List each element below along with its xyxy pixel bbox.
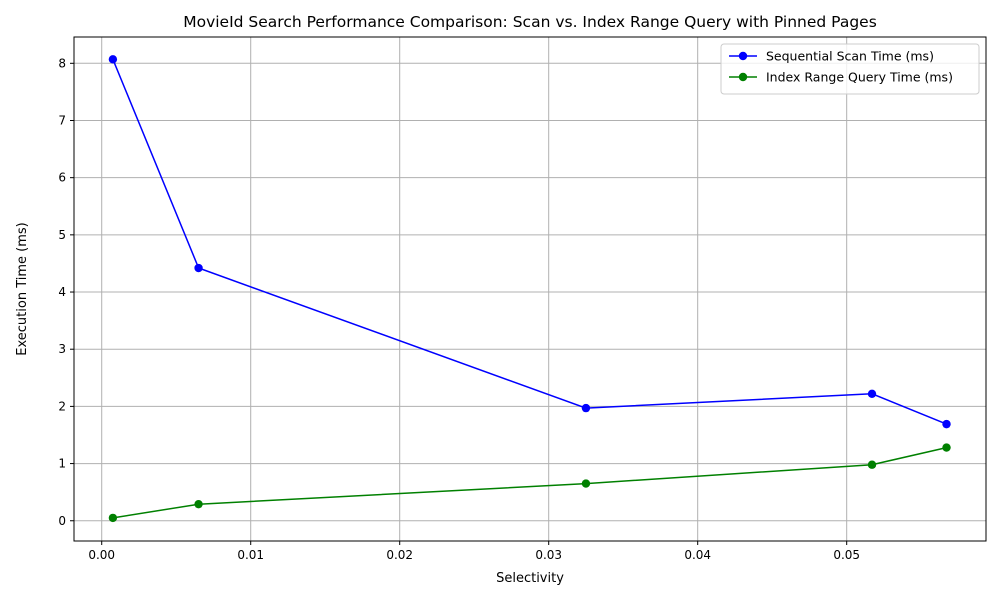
x-tick-label: 0.01 xyxy=(237,548,264,562)
series-2 xyxy=(108,443,951,523)
data-point xyxy=(108,55,118,64)
x-tick-label: 0.05 xyxy=(833,548,860,562)
x-tick-label: 0.02 xyxy=(386,548,413,562)
y-axis-label: Execution Time (ms) xyxy=(15,222,30,355)
legend-item: Sequential Scan Time (ms) xyxy=(729,49,934,64)
series-layer xyxy=(108,55,951,523)
data-point xyxy=(867,460,877,469)
legend: Sequential Scan Time (ms) Index Range Que… xyxy=(720,43,980,95)
y-tick-label: 2 xyxy=(58,399,66,413)
data-point xyxy=(108,513,118,523)
legend-label: Sequential Scan Time (ms) xyxy=(766,49,934,64)
y-tick-label: 1 xyxy=(58,457,66,471)
legend-box xyxy=(720,43,980,95)
grid xyxy=(74,37,986,541)
data-point xyxy=(581,479,591,488)
x-tick-label: 0.04 xyxy=(684,548,711,562)
legend-swatch-marker xyxy=(738,51,748,61)
y-tick-label: 0 xyxy=(58,514,66,528)
y-tick-label: 4 xyxy=(58,285,66,299)
x-tick-label: 0.03 xyxy=(535,548,562,562)
data-point xyxy=(581,403,591,413)
chart-title: MovieId Search Performance Comparison: S… xyxy=(183,13,877,31)
y-tick-label: 5 xyxy=(58,228,66,242)
series-1 xyxy=(108,55,951,429)
y-tick-label: 7 xyxy=(58,113,66,127)
data-point xyxy=(194,263,203,273)
data-point xyxy=(942,419,951,429)
legend-label: Index Range Query Time (ms) xyxy=(766,70,953,85)
axes: 0.00 0.01 0.02 0.03 0.04 0.05 0 1 2 3 4 5 6 7 8 xyxy=(58,56,860,562)
data-point xyxy=(942,443,951,452)
data-point xyxy=(194,499,203,509)
x-tick-label: 0.00 xyxy=(88,548,115,562)
legend-swatch-marker xyxy=(738,72,748,82)
data-point xyxy=(867,389,877,399)
x-axis-label: Selectivity xyxy=(496,571,564,586)
y-tick-label: 8 xyxy=(58,56,66,70)
y-tick-label: 3 xyxy=(58,342,66,356)
legend-item: Index Range Query Time (ms) xyxy=(729,70,953,85)
y-tick-label: 6 xyxy=(58,171,66,185)
plot-area-frame xyxy=(73,36,987,542)
